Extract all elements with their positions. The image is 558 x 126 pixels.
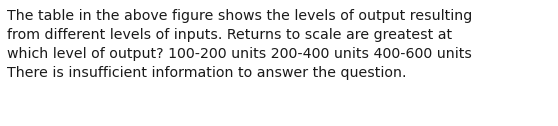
Text: The table in the above figure shows the levels of output resulting
from differen: The table in the above figure shows the … xyxy=(7,9,472,80)
